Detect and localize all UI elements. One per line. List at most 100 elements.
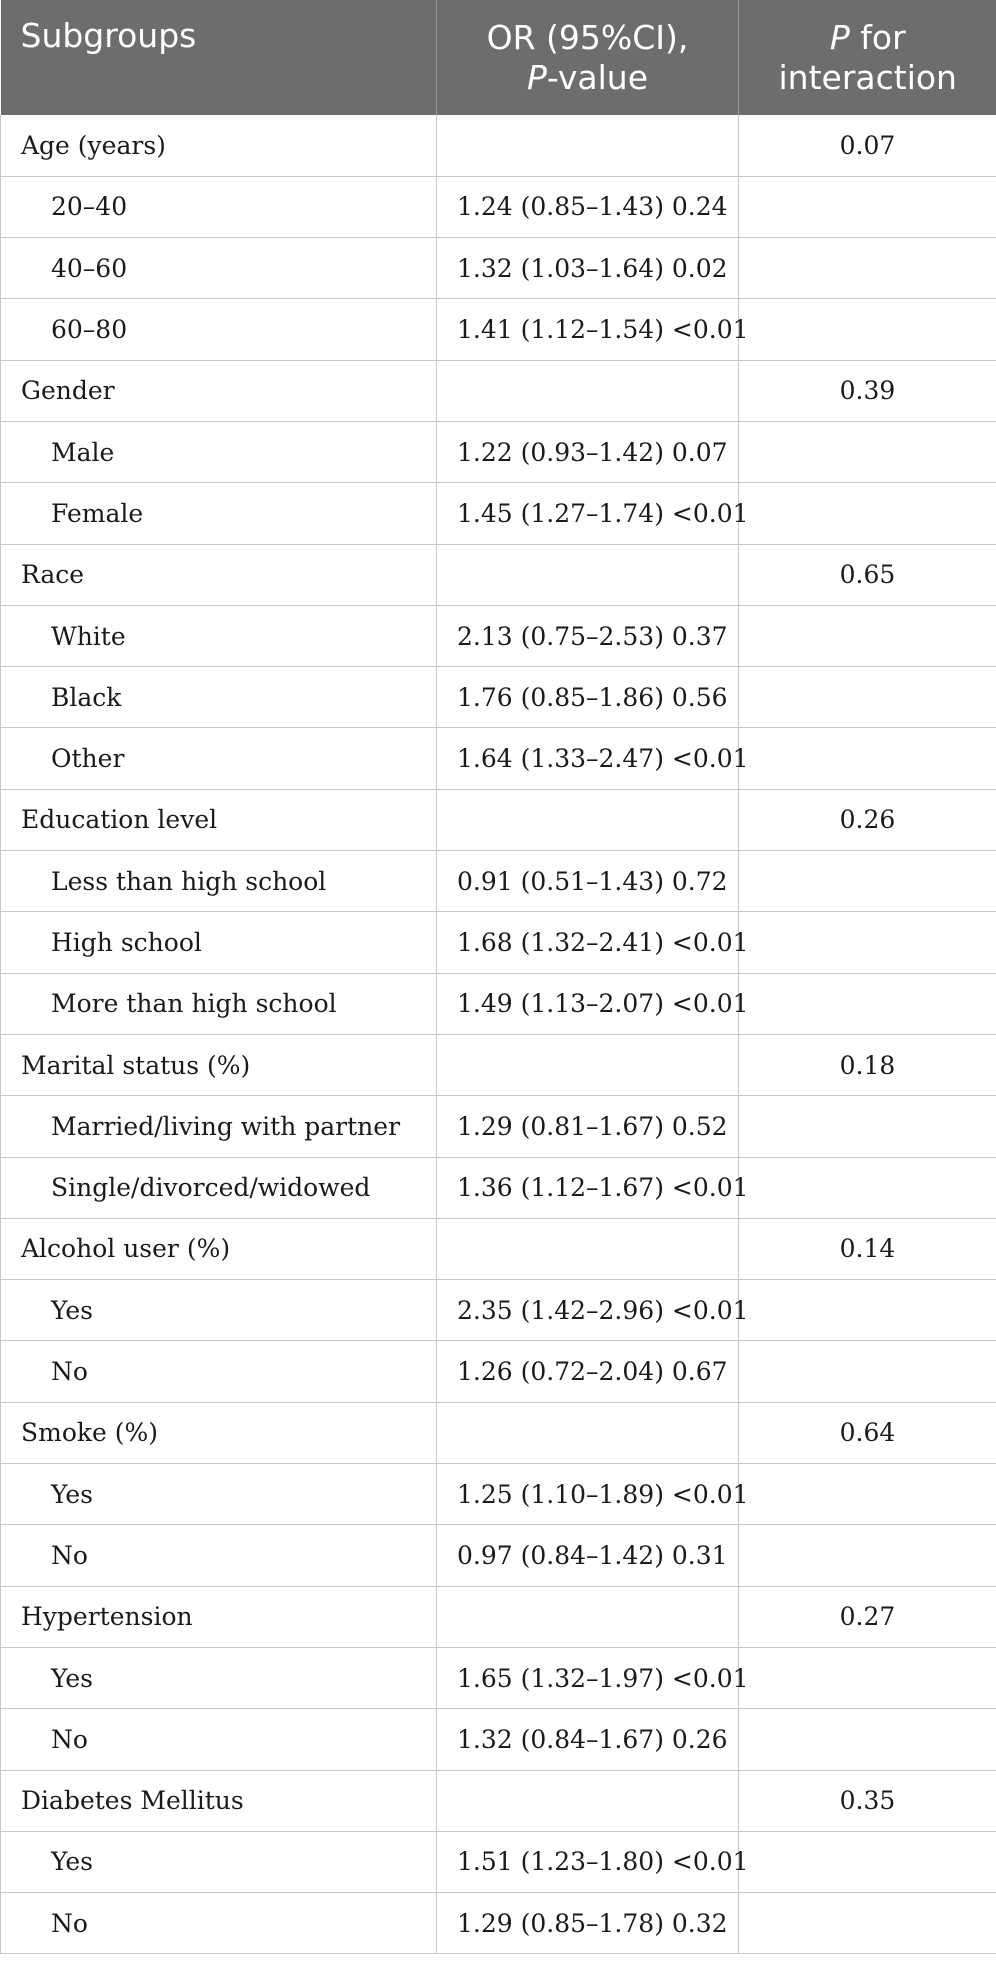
table-row: Female 1.45 (1.27–1.74) <0.01 — [0, 482, 996, 545]
or-ci-pvalue-cell — [436, 1586, 739, 1648]
or-ci-pvalue-cell: 1.32 (1.03–1.64) 0.02 — [436, 237, 739, 300]
or-ci-pvalue-cell: 2.13 (0.75–2.53) 0.37 — [436, 605, 739, 668]
or-ci-pvalue-cell — [436, 789, 739, 852]
p-interaction-cell — [738, 973, 996, 1035]
p-interaction-cell: 0.26 — [738, 789, 996, 852]
or-ci-pvalue-cell: 2.35 (1.42–2.96) <0.01 — [436, 1279, 749, 1342]
table-row: Yes 1.51 (1.23–1.80) <0.01 — [0, 1831, 996, 1894]
or-ci-pvalue-cell: 1.51 (1.23–1.80) <0.01 — [436, 1831, 749, 1894]
p-interaction-cell — [738, 1831, 996, 1894]
p-interaction-cell — [738, 1647, 996, 1710]
subgroup-level-label: No — [0, 1340, 437, 1403]
table-row: Less than high school 0.91 (0.51–1.43) 0.… — [0, 850, 996, 913]
table-row: No 1.26 (0.72–2.04) 0.67 — [0, 1340, 996, 1403]
or-ci-pvalue-cell — [436, 360, 739, 422]
subgroup-level-label: High school — [0, 911, 437, 974]
p-interaction-cell: 0.07 — [738, 115, 996, 177]
or-ci-pvalue-cell: 1.22 (0.93–1.42) 0.07 — [436, 421, 739, 484]
table-row: No 0.97 (0.84–1.42) 0.31 — [0, 1524, 996, 1587]
or-ci-pvalue-cell — [436, 1034, 739, 1097]
table-row: Age (years) 0.07 — [0, 115, 996, 177]
p-interaction-cell: 0.14 — [738, 1218, 996, 1281]
subgroup-level-label: Other — [0, 727, 437, 790]
subgroup-level-label: More than high school — [0, 973, 437, 1035]
header-p-interaction: P for interaction — [738, 0, 996, 115]
subgroup-level-label: Male — [0, 421, 437, 484]
or-ci-pvalue-cell: 1.68 (1.32–2.41) <0.01 — [436, 911, 749, 974]
subgroup-level-label: 40–60 — [0, 237, 437, 300]
table-row: No 1.32 (0.84–1.67) 0.26 — [0, 1708, 996, 1771]
subgroup-label: Alcohol user (%) — [0, 1218, 437, 1281]
p-interaction-cell — [738, 176, 996, 239]
p-interaction-cell — [738, 1340, 996, 1403]
subgroup-label: Hypertension — [0, 1586, 437, 1648]
table-row: 60–80 1.41 (1.12–1.54) <0.01 — [0, 298, 996, 361]
or-ci-pvalue-cell: 1.29 (0.85–1.78) 0.32 — [436, 1892, 739, 1955]
table-row: Married/living with partner 1.29 (0.81–1.… — [0, 1095, 996, 1158]
table-row: Single/divorced/widowed 1.36 (1.12–1.67) … — [0, 1157, 996, 1219]
subgroup-label: Marital status (%) — [0, 1034, 437, 1097]
table-row: Black 1.76 (0.85–1.86) 0.56 — [0, 666, 996, 729]
p-interaction-cell — [738, 1524, 996, 1587]
or-ci-pvalue-cell — [436, 1770, 739, 1832]
subgroup-level-label: 20–40 — [0, 176, 437, 239]
subgroup-level-label: Yes — [0, 1279, 437, 1342]
subgroup-label: Education level — [0, 789, 437, 852]
or-ci-pvalue-cell: 1.29 (0.81–1.67) 0.52 — [436, 1095, 739, 1158]
header-or-line1: OR (95%CI), — [486, 17, 689, 57]
or-ci-pvalue-cell — [436, 1218, 739, 1281]
p-interaction-cell: 0.64 — [738, 1402, 996, 1465]
p-interaction-cell: 0.39 — [738, 360, 996, 422]
table-body: Age (years) 0.07 20–40 1.24 (0.85–1.43) 0.2… — [0, 115, 996, 1955]
p-interaction-cell — [738, 1157, 996, 1219]
header-row: Subgroups OR (95%CI), P-value P for inte… — [0, 0, 996, 115]
p-interaction-cell — [738, 850, 996, 913]
p-interaction-cell: 0.18 — [738, 1034, 996, 1097]
table-row: Education level 0.26 — [0, 789, 996, 852]
header-or-p-rest: -value — [546, 57, 649, 97]
subgroup-level-label: No — [0, 1892, 437, 1955]
header-or-ci-pvalue: OR (95%CI), P-value — [436, 0, 739, 115]
subgroup-level-label: Less than high school — [0, 850, 437, 913]
or-ci-pvalue-cell: 0.91 (0.51–1.43) 0.72 — [436, 850, 739, 913]
subgroup-label: Diabetes Mellitus — [0, 1770, 437, 1832]
header-pint-italic: P — [829, 17, 850, 57]
p-interaction-cell: 0.27 — [738, 1586, 996, 1648]
table-row: Marital status (%) 0.18 — [0, 1034, 996, 1097]
subgroup-level-label: Black — [0, 666, 437, 729]
table-row: High school 1.68 (1.32–2.41) <0.01 — [0, 911, 996, 974]
subgroup-level-label: Yes — [0, 1831, 437, 1894]
p-interaction-cell — [738, 666, 996, 729]
p-interaction-cell — [738, 727, 996, 790]
subgroup-level-label: Yes — [0, 1647, 437, 1710]
subgroup-level-label: Female — [0, 482, 437, 545]
table-row: More than high school 1.49 (1.13–2.07) <0… — [0, 973, 996, 1035]
p-interaction-cell — [738, 1095, 996, 1158]
p-interaction-cell — [738, 911, 996, 974]
p-interaction-cell — [738, 237, 996, 300]
table-header: Subgroups OR (95%CI), P-value P for inte… — [0, 0, 996, 115]
table-row: Yes 1.25 (1.10–1.89) <0.01 — [0, 1463, 996, 1526]
or-ci-pvalue-cell: 1.64 (1.33–2.47) <0.01 — [436, 727, 749, 790]
header-pint-line2: interaction — [778, 57, 957, 97]
or-ci-pvalue-cell: 1.36 (1.12–1.67) <0.01 — [436, 1157, 749, 1219]
p-interaction-cell — [738, 482, 996, 545]
table-row: Race 0.65 — [0, 544, 996, 606]
p-interaction-cell — [738, 421, 996, 484]
table-row: Yes 2.35 (1.42–2.96) <0.01 — [0, 1279, 996, 1342]
or-ci-pvalue-cell: 1.76 (0.85–1.86) 0.56 — [436, 666, 739, 729]
or-ci-pvalue-cell — [436, 544, 739, 606]
header-pint-rest: for — [849, 17, 906, 57]
table-row: Alcohol user (%) 0.14 — [0, 1218, 996, 1281]
or-ci-pvalue-cell: 1.41 (1.12–1.54) <0.01 — [436, 298, 749, 361]
subgroup-level-label: White — [0, 605, 437, 668]
subgroup-label: Smoke (%) — [0, 1402, 437, 1465]
table-row: Gender 0.39 — [0, 360, 996, 422]
subgroup-level-label: Married/living with partner — [0, 1095, 437, 1158]
p-interaction-cell: 0.65 — [738, 544, 996, 606]
table-row: Other 1.64 (1.33–2.47) <0.01 — [0, 727, 996, 790]
subgroup-label: Race — [0, 544, 437, 606]
table-row: Male 1.22 (0.93–1.42) 0.07 — [0, 421, 996, 484]
p-interaction-cell — [738, 1463, 996, 1526]
